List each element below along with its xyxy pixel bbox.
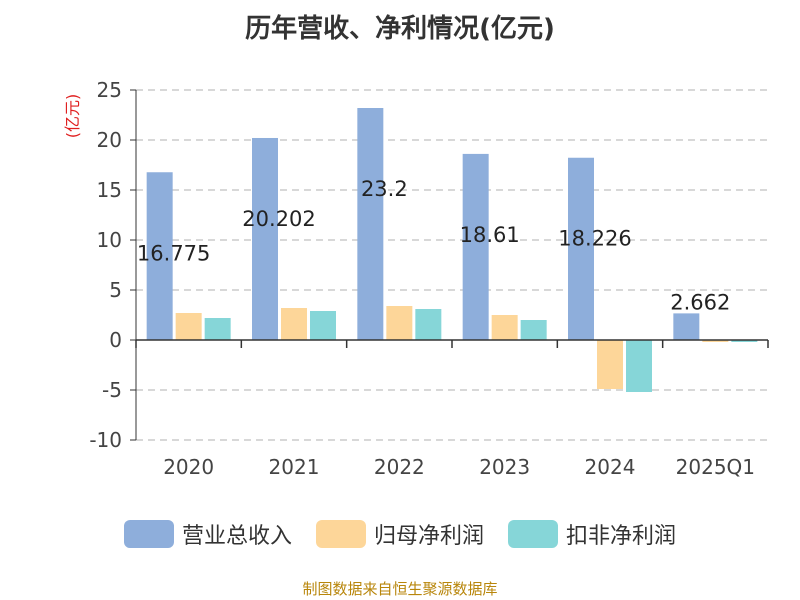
footer-credit: 制图数据来自恒生聚源数据库 — [302, 580, 498, 598]
bar-扣非净利润-2022 — [415, 309, 442, 340]
y-tick-label: 10 — [97, 228, 122, 252]
legend-item-deducted-profit[interactable]: 扣非净利润 — [508, 518, 676, 550]
bar-营业总收入-2020 — [146, 172, 173, 340]
legend-item-revenue[interactable]: 营业总收入 — [123, 518, 292, 550]
bar-扣非净利润-2020 — [204, 318, 231, 340]
bar-归母净利润-2025Q1 — [702, 340, 729, 342]
bar-扣非净利润-2023 — [520, 320, 547, 340]
x-tick-label: 2022 — [374, 455, 425, 479]
bar-扣非净利润-2021 — [310, 311, 336, 340]
x-tick-label: 2021 — [269, 455, 320, 479]
data-label: 23.2 — [361, 177, 408, 201]
bar-扣非净利润-2024 — [626, 340, 652, 392]
legend-label-revenue: 营业总收入 — [181, 524, 292, 549]
y-tick-label: 20 — [97, 128, 122, 152]
legend-label-deducted-profit: 扣非净利润 — [566, 524, 677, 549]
y-axis-label: (亿元) — [63, 94, 82, 139]
bar-营业总收入-2022 — [357, 108, 384, 340]
data-label: 16.775 — [137, 241, 210, 265]
legend: 营业总收入 归母净利润 扣非净利润 — [0, 518, 800, 550]
legend-item-net-profit[interactable]: 归母净利润 — [315, 518, 484, 550]
data-label: 18.61 — [460, 223, 520, 247]
bar-归母净利润-2024 — [597, 340, 623, 389]
bar-归母净利润-2023 — [491, 315, 518, 340]
data-label: 18.226 — [558, 227, 631, 251]
y-tick-label: 5 — [109, 278, 122, 302]
bar-扣非净利润-2025Q1 — [731, 340, 758, 342]
bar-归母净利润-2020 — [175, 313, 202, 340]
bar-营业总收入-2024 — [568, 157, 594, 340]
x-tick-label: 2020 — [163, 455, 214, 479]
data-label: 20.202 — [242, 207, 315, 231]
y-tick-label: -10 — [89, 428, 122, 452]
legend-swatch-deducted-profit — [508, 520, 558, 548]
legend-swatch-revenue — [123, 520, 174, 548]
bar-归母净利润-2021 — [281, 308, 307, 340]
x-tick-label: 2023 — [479, 455, 530, 479]
x-tick-label: 2024 — [585, 455, 636, 479]
bar-归母净利润-2022 — [386, 306, 413, 340]
bar-营业总收入-2021 — [252, 137, 278, 340]
x-tick-label: 2025Q1 — [676, 455, 755, 479]
data-label: 2.662 — [670, 290, 730, 314]
y-tick-label: 15 — [97, 178, 122, 202]
legend-swatch-net-profit — [315, 520, 366, 548]
y-tick-label: -5 — [102, 378, 122, 402]
y-tick-label: 25 — [97, 78, 122, 102]
y-tick-label: 0 — [109, 328, 122, 352]
bar-营业总收入-2023 — [462, 153, 489, 340]
bar-营业总收入-2025Q1 — [673, 313, 700, 340]
legend-label-net-profit: 归母净利润 — [373, 524, 484, 549]
chart-title: 历年营收、净利情况(亿元) — [245, 14, 555, 44]
